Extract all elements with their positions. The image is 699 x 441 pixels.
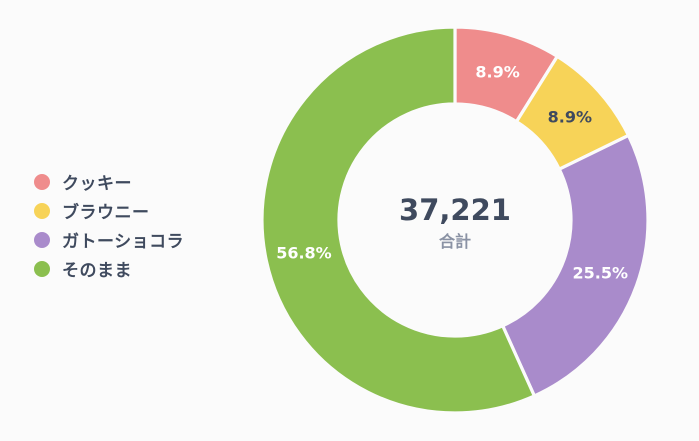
legend-item-cookie[interactable]: クッキー bbox=[34, 167, 184, 196]
donut-slices bbox=[260, 25, 650, 415]
donut-slice[interactable] bbox=[500, 133, 650, 399]
legend-swatch bbox=[34, 231, 50, 248]
legend-label: そのまま bbox=[62, 261, 132, 281]
chart-legend: クッキー ブラウニー ガトーショコラ そのまま bbox=[34, 167, 184, 283]
legend-swatch bbox=[34, 260, 50, 277]
slice-percentage-label: 56.8% bbox=[276, 243, 332, 262]
legend-label: ブラウニー bbox=[62, 203, 150, 223]
center-total-label: 合計 bbox=[439, 232, 471, 251]
slice-percentage-label: 8.9% bbox=[548, 108, 592, 127]
legend-item-plain[interactable]: そのまま bbox=[34, 254, 184, 283]
slice-percentage-label: 8.9% bbox=[475, 62, 519, 81]
slice-percentage-label: 25.5% bbox=[573, 264, 629, 283]
legend-label: クッキー bbox=[62, 174, 132, 194]
slice-labels: 8.9% 8.9% 25.5% 56.8% bbox=[276, 62, 628, 282]
legend-label: ガトーショコラ bbox=[62, 232, 185, 252]
center-total-value: 37,221 bbox=[399, 193, 511, 227]
legend-item-brownie[interactable]: ブラウニー bbox=[34, 196, 184, 225]
legend-swatch bbox=[34, 173, 50, 190]
legend-swatch bbox=[34, 202, 50, 219]
legend-item-gateau-chocolat[interactable]: ガトーショコラ bbox=[34, 225, 184, 254]
donut-slice[interactable] bbox=[260, 25, 537, 415]
